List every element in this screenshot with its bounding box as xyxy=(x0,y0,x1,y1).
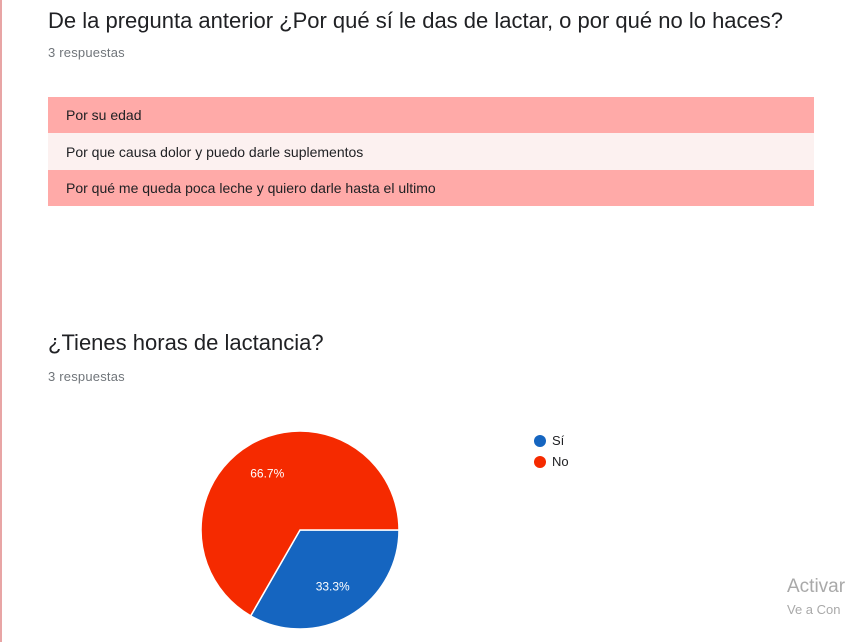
answer-list: Por su edad Por que causa dolor y puedo … xyxy=(48,97,814,206)
chart-legend: Sí No xyxy=(534,430,569,472)
answer-row: Por su edad xyxy=(48,97,814,133)
pie-data-label: 33.3% xyxy=(316,580,350,594)
legend-item: Sí xyxy=(534,430,569,451)
watermark-line-1: Activar xyxy=(787,576,846,597)
question-1-response-count: 3 respuestas xyxy=(48,45,125,60)
legend-item: No xyxy=(534,451,569,472)
pie-slice-si xyxy=(249,529,400,630)
question-2-title: ¿Tienes horas de lactancia? xyxy=(48,330,324,355)
question-2-response-count: 3 respuestas xyxy=(48,369,125,384)
pie-chart: 33.3% 66.7% xyxy=(200,430,400,630)
legend-swatch xyxy=(534,434,546,447)
activation-watermark: Activar Ve a Con xyxy=(787,576,845,617)
legend-label: Sí xyxy=(552,433,565,448)
legend-label: No xyxy=(552,454,569,469)
watermark-line-2: Ve a Con xyxy=(787,602,841,617)
answer-row: Por qué me queda poca leche y quiero dar… xyxy=(48,170,814,206)
left-border xyxy=(0,0,2,642)
pie-data-label: 66.7% xyxy=(250,466,284,480)
question-1-title: De la pregunta anterior ¿Por qué sí le d… xyxy=(48,8,784,33)
answer-row: Por que causa dolor y puedo darle suplem… xyxy=(48,133,814,170)
legend-swatch xyxy=(534,455,546,468)
pie-slice-no xyxy=(200,430,400,617)
